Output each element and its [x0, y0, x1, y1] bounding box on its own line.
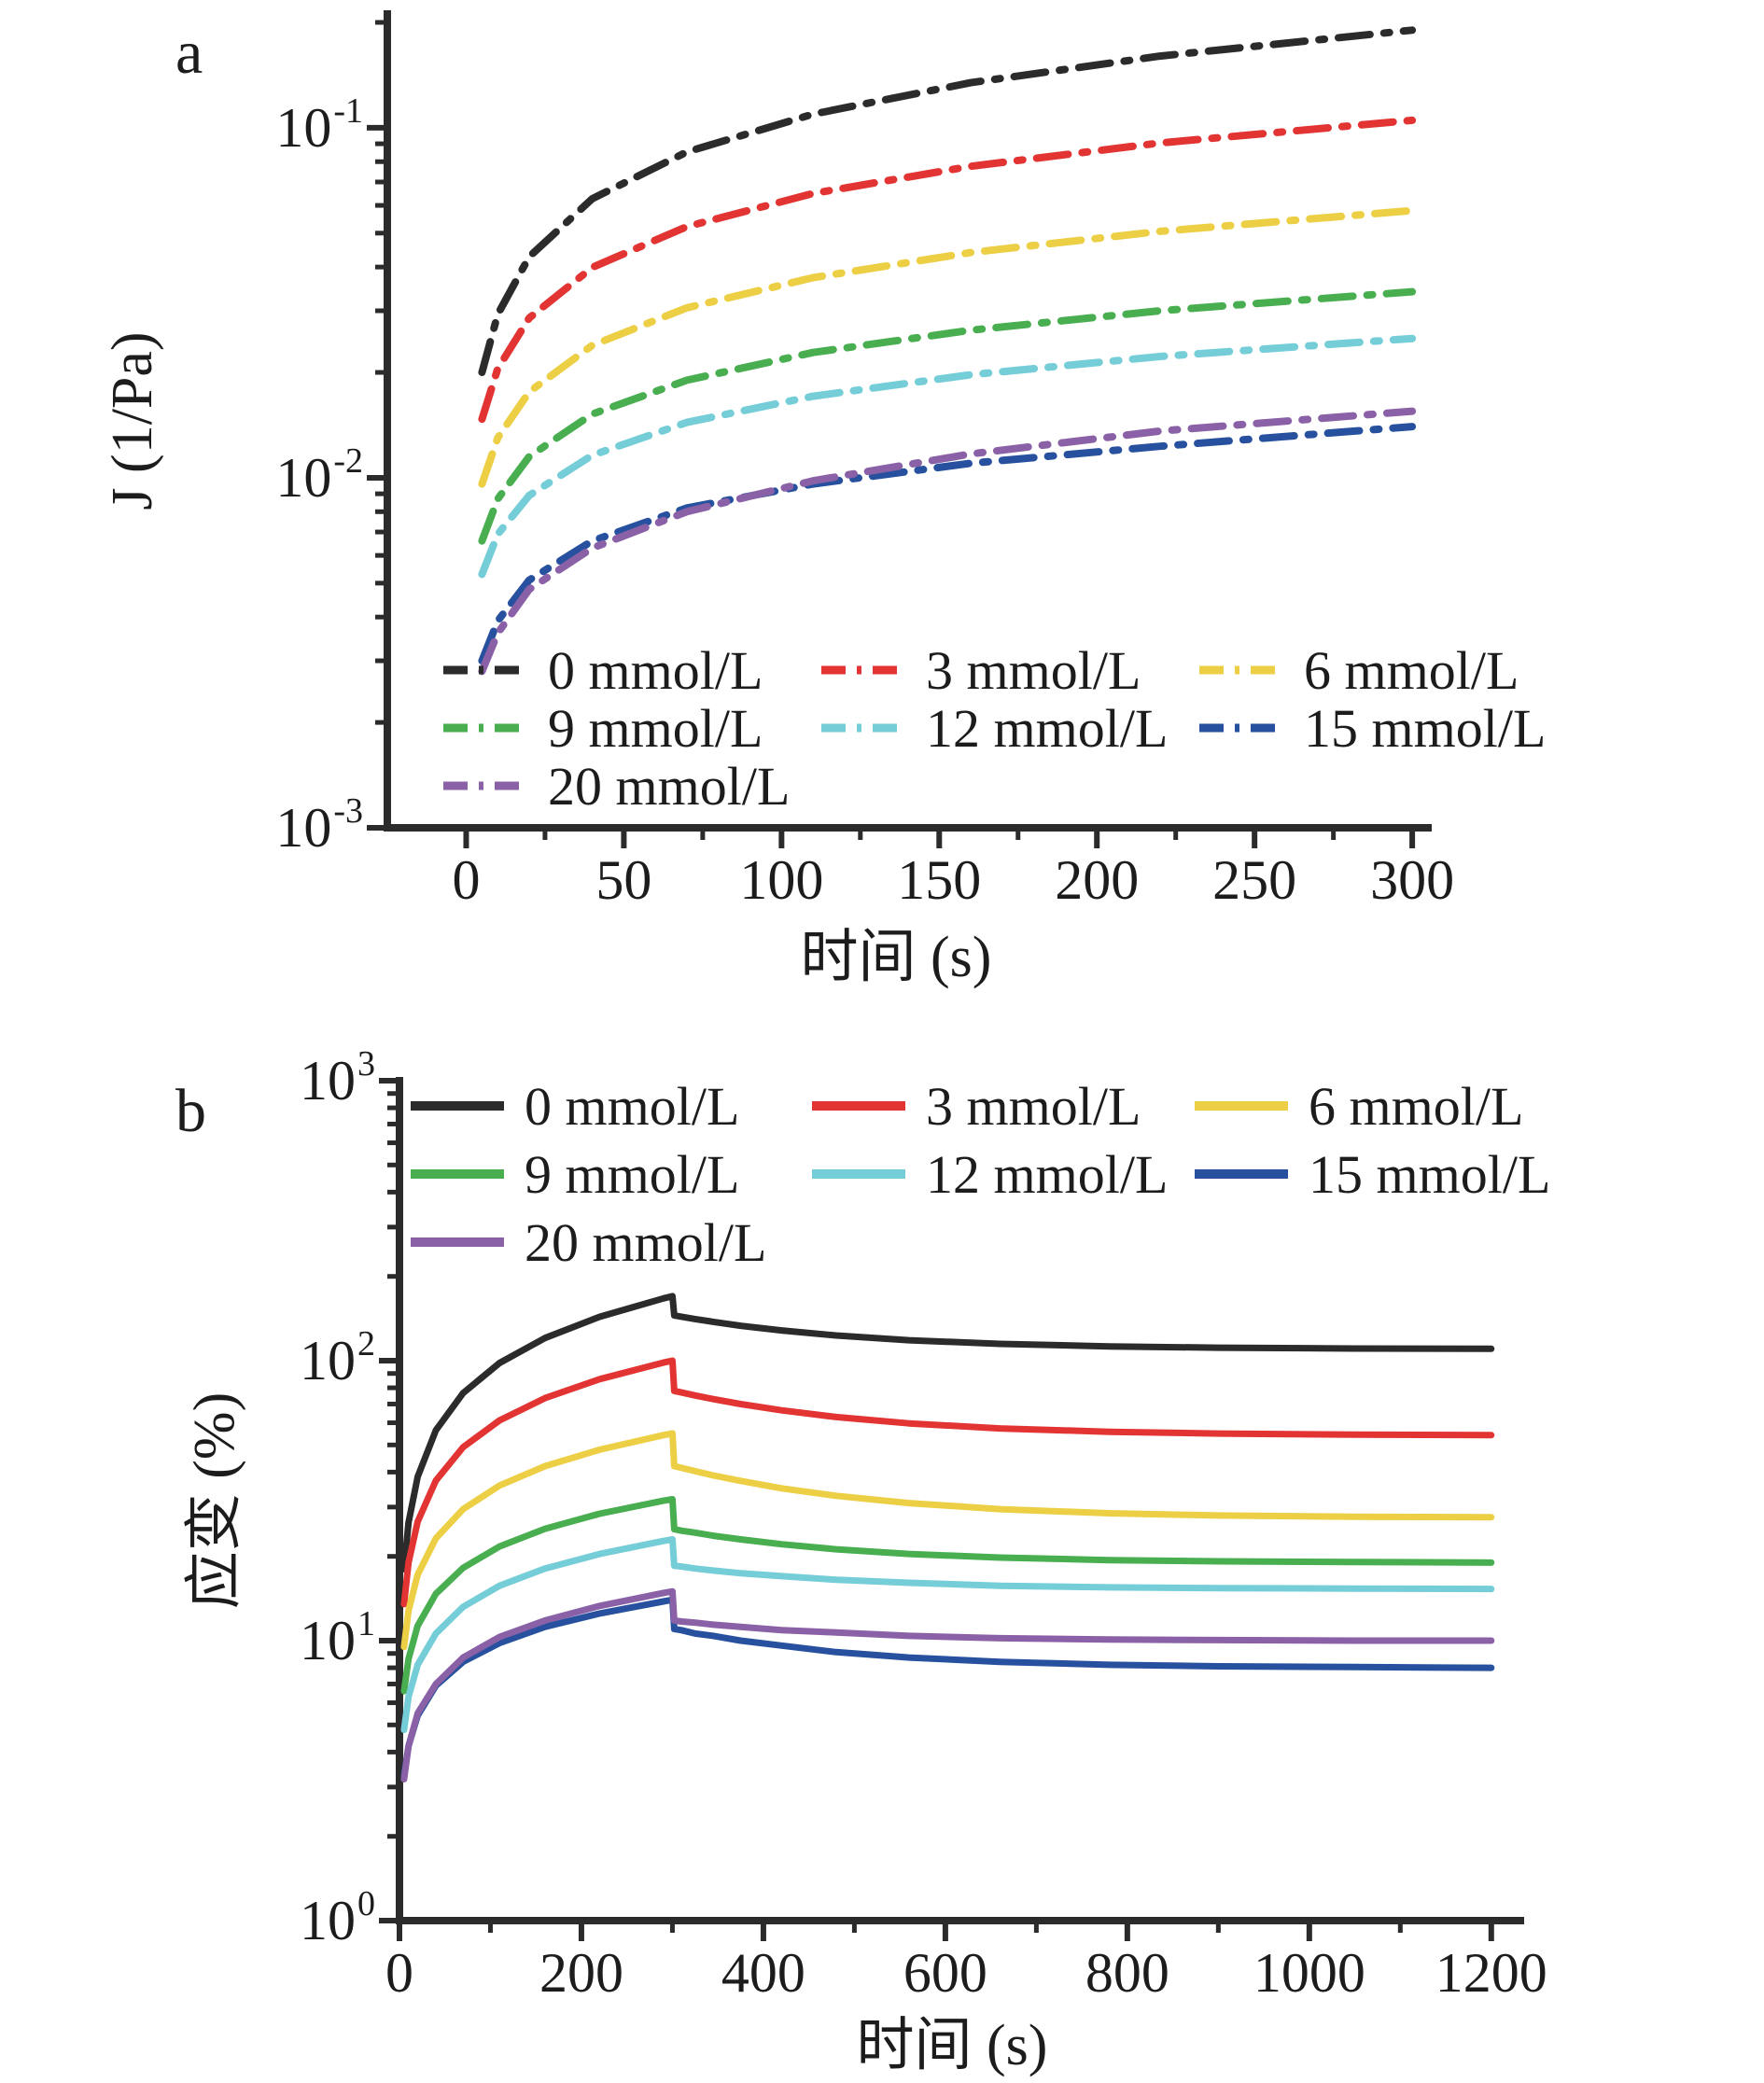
legend-item-label: 0 mmol/L [548, 640, 763, 701]
series-line-0-mmol-l [478, 26, 1417, 376]
x-tick-label: 0 [385, 1942, 413, 2004]
panel-a-y-axis-title: J (1/Pa) [101, 331, 164, 510]
y-tick-label: 10-3 [275, 791, 363, 859]
x-tick-label: 50 [595, 849, 651, 911]
series-line-3-mmol-l [400, 1357, 1495, 1608]
legend-item: 20 mmol/L [411, 1212, 766, 1273]
legend-item: 3 mmol/L [821, 640, 1141, 701]
legend-item-label: 20 mmol/L [548, 756, 790, 817]
y-tick-label: 102 [300, 1324, 375, 1391]
legend-item: 12 mmol/L [812, 1144, 1168, 1205]
panel-b-label: b [175, 1077, 206, 1145]
legend-item-label: 15 mmol/L [1304, 698, 1546, 759]
legend-item: 3 mmol/L [812, 1076, 1141, 1137]
series-line-0-mmol-l [400, 1293, 1495, 1573]
legend-item-label: 9 mmol/L [548, 698, 763, 759]
series-line-20-mmol-l [478, 407, 1417, 676]
legend-item: 20 mmol/L [443, 756, 790, 817]
legend-item: 6 mmol/L [1199, 640, 1519, 701]
x-tick-label: 200 [1055, 849, 1139, 911]
y-tick-label: 103 [300, 1044, 375, 1111]
series-line-12-mmol-l [400, 1536, 1495, 1734]
legend-item: 9 mmol/L [443, 698, 763, 759]
legend-item-label: 3 mmol/L [926, 1076, 1141, 1137]
series-line-9-mmol-l [478, 287, 1417, 545]
axis-spine [396, 1077, 1524, 1924]
legend-item-label: 12 mmol/L [926, 698, 1168, 759]
y-tick-label: 100 [300, 1884, 375, 1951]
legend-item-label: 6 mmol/L [1309, 1076, 1523, 1137]
series-line-15-mmol-l [400, 1596, 1495, 1779]
y-tick-label: 10-2 [275, 441, 363, 509]
legend-item: 15 mmol/L [1199, 698, 1546, 759]
legend-item: 12 mmol/L [821, 698, 1168, 759]
x-tick-label: 0 [452, 849, 480, 911]
x-tick-label: 250 [1212, 849, 1296, 911]
x-tick-label: 800 [1085, 1942, 1169, 2004]
legend-a: 0 mmol/L 3 mmol/L 6 mmol/L 9 mmol/L 12 mmol/… [443, 640, 1546, 817]
x-tick-label: 1000 [1253, 1942, 1365, 2004]
y-tick-label: 101 [300, 1604, 375, 1671]
series-line-20-mmol-l [400, 1587, 1495, 1782]
axes-a: 0 50 100 150 200 250 300 10-1 10-2 10-3 [275, 10, 1454, 911]
legend-item-label: 6 mmol/L [1304, 640, 1519, 701]
series-line-9-mmol-l [400, 1496, 1495, 1695]
legend-b: 0 mmol/L 3 mmol/L 6 mmol/L 9 mmol/L 12 mmol/… [411, 1076, 1550, 1273]
legend-item: 0 mmol/L [443, 640, 763, 701]
legend-item: 9 mmol/L [411, 1144, 739, 1205]
legend-item: 0 mmol/L [411, 1076, 739, 1137]
series-group-a [478, 26, 1417, 676]
series-line-6-mmol-l [478, 206, 1417, 488]
x-tick-label: 1200 [1435, 1942, 1547, 2004]
x-tick-label: 600 [903, 1942, 987, 2004]
axes-b: 0 200 400 600 800 1000 1200 103 102 101 100 [300, 1044, 1547, 2004]
legend-item-label: 0 mmol/L [525, 1076, 739, 1137]
series-line-3-mmol-l [478, 116, 1417, 424]
panel-b-y-axis-title: 应变 (%) [183, 1392, 246, 1609]
x-tick-label: 100 [739, 849, 823, 911]
panel-b-x-axis-title: 时间 (s) [857, 2014, 1048, 2077]
series-group-b [400, 1293, 1495, 1782]
legend-item-label: 3 mmol/L [926, 640, 1141, 701]
legend-item: 15 mmol/L [1195, 1144, 1550, 1205]
series-line-12-mmol-l [478, 334, 1417, 579]
x-tick-label: 200 [539, 1942, 623, 2004]
legend-item-label: 12 mmol/L [926, 1144, 1168, 1205]
legend-item: 6 mmol/L [1195, 1076, 1523, 1137]
x-tick-label: 400 [721, 1942, 805, 2004]
series-line-6-mmol-l [400, 1430, 1495, 1651]
legend-item-label: 20 mmol/L [525, 1212, 766, 1273]
y-tick-label: 10-1 [275, 91, 363, 159]
panel-a-x-axis-title: 时间 (s) [801, 926, 992, 989]
legend-item-label: 15 mmol/L [1309, 1144, 1550, 1205]
x-tick-label: 150 [897, 849, 981, 911]
panel-b: 0 200 400 600 800 1000 1200 103 102 101 100 0 mmol/… [300, 1044, 1550, 2004]
x-tick-label: 300 [1370, 849, 1454, 911]
panel-a: 0 50 100 150 200 250 300 10-1 10-2 10-3 0 mmol/L 3 … [275, 10, 1546, 911]
panel-a-label: a [175, 19, 203, 87]
legend-item-label: 9 mmol/L [525, 1144, 739, 1205]
